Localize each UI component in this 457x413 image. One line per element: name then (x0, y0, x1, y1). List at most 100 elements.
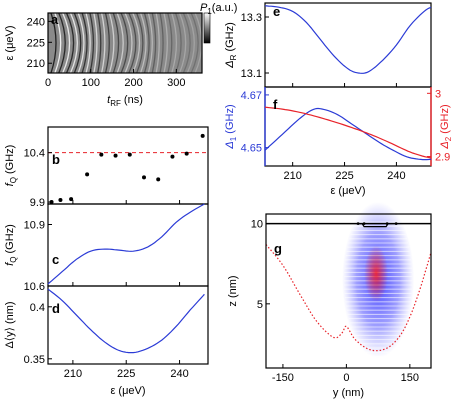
panel-d-xlabel: ε (μeV) (110, 385, 145, 397)
panel-a-y-tick-label: 225 (27, 37, 45, 49)
heatmap-fringe (50, 12, 57, 74)
panel-f-ylabel-right: Δ2 (GHz) (439, 104, 453, 149)
data-point (113, 153, 118, 158)
panel-g-y-tick-label: 10 (251, 219, 263, 231)
gate-electrode (356, 223, 399, 228)
panel-d-x-tick-label: 240 (170, 368, 188, 380)
panel-f-yleft-tick-label: 4.65 (241, 143, 262, 155)
panel-d-curve (47, 288, 205, 354)
data-point (69, 197, 74, 202)
panel-a-xlabel: tRF (ns) (107, 94, 143, 108)
heatmap-fringe (167, 12, 173, 74)
panel-g-x-tick-label: 150 (401, 372, 419, 384)
heatmap-fringe (190, 12, 199, 74)
heatmap-fringe (178, 12, 187, 74)
panel-d-frame (47, 285, 209, 365)
panel-f-yright-tick-label: 2.9 (435, 152, 450, 164)
panel-c-y-tick-label: 10.6 (24, 281, 45, 293)
panel-e-curve (264, 5, 432, 74)
gate-marker (356, 222, 360, 226)
data-point (99, 152, 104, 157)
panel-b-frame (47, 126, 209, 205)
colorbar (203, 12, 211, 44)
panel-d-y-tick-label: 0.35 (24, 354, 45, 366)
panel-g-frame (265, 213, 432, 369)
heatmap-fringe (155, 12, 160, 74)
heatmap-fringe (124, 12, 133, 74)
heatmap-fringe (85, 12, 91, 74)
panel-g-xlabel: y (nm) (333, 387, 364, 399)
gate-marker (394, 222, 398, 226)
data-point (200, 133, 205, 138)
panel-f-curve-right (264, 106, 432, 159)
heatmap-fringe (93, 12, 98, 74)
panel-f-yleft-tick-label: 4.67 (241, 90, 262, 102)
heatmap-fringe (104, 12, 110, 74)
panel-letter-a: a (51, 12, 59, 27)
panel-g-x-tick-label: -150 (272, 372, 294, 384)
heatmap-fringe (89, 12, 95, 74)
panel-c-y-tick-label: 10.9 (24, 220, 45, 232)
panel-g-x-tick-label: 0 (343, 372, 349, 384)
heatmap-fringe (143, 12, 150, 74)
panel-a-x-tick-label: 200 (124, 77, 142, 89)
heatmap-fringe (69, 12, 78, 74)
heatmap-fringe (128, 12, 137, 74)
panel-d-x-tick-label: 210 (64, 368, 82, 380)
gate-marker (385, 222, 389, 226)
panel-f-ylabel-left: Δ1 (GHz) (224, 104, 238, 149)
panel-letter-g: g (274, 241, 282, 256)
panel-e-ylabel: ΔR (GHz) (224, 22, 238, 69)
panel-b-y-tick-label: 9.9 (30, 197, 45, 209)
heatmap-fringe (116, 12, 124, 74)
panel-a-x-tick-label: 300 (167, 77, 185, 89)
panel-g-ylabel: z (nm) (227, 275, 239, 306)
panel-d-x-tick-label: 225 (117, 368, 135, 380)
panel-f-xlabel: ε (μeV) (330, 185, 365, 197)
panel-a-y-tick-label: 240 (27, 16, 45, 28)
panel-c-curve (47, 203, 205, 285)
panel-f-x-tick-label: 240 (387, 170, 405, 182)
panel-c-ylabel: fQ (GHz) (4, 224, 18, 266)
panel-f-x-tick-label: 210 (283, 170, 301, 182)
heatmap-fringe (147, 12, 153, 74)
heatmap-fringe (139, 12, 147, 74)
heatmap-fringe (108, 12, 115, 74)
heatmap-fringe (100, 12, 106, 74)
heatmap-fringe (171, 12, 178, 74)
heatmap-fringe (151, 12, 157, 74)
panel-d-y-tick-label: 0.4 (30, 302, 45, 314)
panel-letter-c: c (52, 252, 59, 267)
data-point (142, 175, 146, 180)
panel-letter-d: d (52, 301, 60, 316)
heatmap-fringe (77, 12, 85, 74)
heatmap-fringe (73, 12, 82, 74)
heatmap-fringe (81, 12, 88, 74)
heatmap-fringe (163, 12, 168, 74)
panel-a-ylabel: ε (μeV) (4, 25, 16, 60)
panel-b-y-tick-label: 10.4 (24, 148, 45, 160)
heatmap-fringe (120, 12, 129, 74)
heatmap-fringe (132, 12, 141, 74)
potential-curve (265, 244, 432, 352)
panel-g-y-tick-label: 5 (257, 299, 263, 311)
panel-letter-b: b (52, 152, 60, 167)
heatmap-fringe (54, 12, 62, 74)
wavefunction-core (364, 245, 389, 302)
panel-e-frame (264, 2, 432, 88)
heatmap-fringe (175, 12, 182, 74)
heatmap-fringe (182, 12, 191, 74)
panel-f-yright-tick-label: 3 (435, 88, 441, 100)
panel-f-x-tick-label: 225 (335, 170, 353, 182)
panel-f-curve-left (264, 107, 431, 161)
panel-a-x-tick-label: 0 (45, 77, 51, 89)
data-point (127, 152, 132, 157)
data-point (58, 198, 63, 203)
gate-marker (362, 222, 366, 226)
panel-e-y-tick-label: 13.3 (241, 12, 262, 24)
panel-letter-e: e (273, 4, 280, 19)
panel-a-x-tick-label: 100 (82, 77, 100, 89)
heatmap-fringe (62, 12, 71, 74)
heatmap-fringe (136, 12, 144, 74)
